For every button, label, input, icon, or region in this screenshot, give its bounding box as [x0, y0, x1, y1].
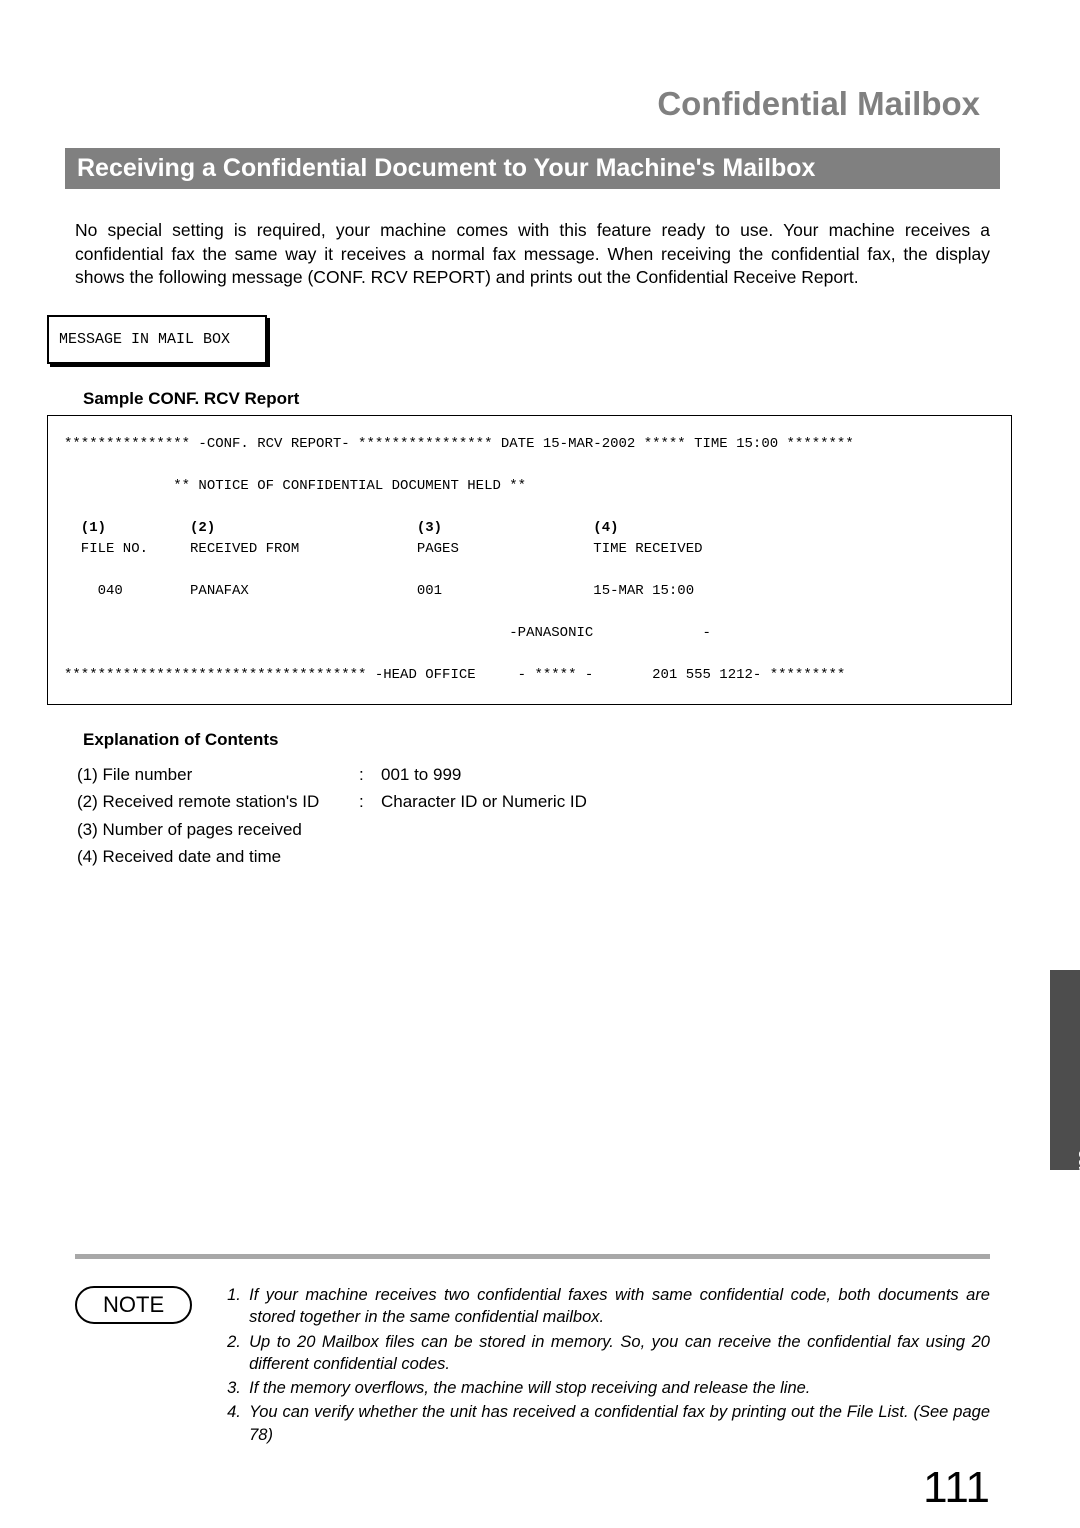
- page-title: Confidential Mailbox: [75, 85, 990, 123]
- note-text: If your machine receives two confidentia…: [249, 1284, 990, 1329]
- report-line-header: *************** -CONF. RCV REPORT- *****…: [64, 436, 854, 452]
- note-text: If the memory overflows, the machine wil…: [249, 1377, 990, 1399]
- explanation-value: Character ID or Numeric ID: [381, 789, 587, 815]
- conf-rcv-report-sample: *************** -CONF. RCV REPORT- *****…: [47, 415, 1012, 705]
- explanation-value: 001 to 999: [381, 762, 587, 788]
- explanation-label: (1) File number: [77, 762, 357, 788]
- section-heading: Receiving a Confidential Document to You…: [65, 148, 1000, 189]
- note-number: 2.: [227, 1331, 249, 1376]
- report-col-headers: FILE NO. RECEIVED FROM PAGES TIME RECEIV…: [64, 541, 703, 557]
- horizontal-rule: [75, 1254, 990, 1259]
- explanation-value: [381, 844, 587, 870]
- message-display-box: MESSAGE IN MAIL BOX: [47, 315, 267, 364]
- report-footer-right: -PANASONIC -: [64, 625, 711, 641]
- report-data-row: 040 PANAFAX 001 15-MAR 15:00: [64, 583, 694, 599]
- table-row: (4) Received date and time: [77, 844, 587, 870]
- explanation-label: (3) Number of pages received: [77, 817, 357, 843]
- colon: [359, 817, 379, 843]
- sample-report-heading: Sample CONF. RCV Report: [83, 389, 990, 409]
- explanation-value: [381, 817, 587, 843]
- table-row: (3) Number of pages received: [77, 817, 587, 843]
- note-number: 1.: [227, 1284, 249, 1329]
- list-item: 4.You can verify whether the unit has re…: [227, 1401, 990, 1446]
- side-tab-background: [1050, 970, 1080, 1170]
- note-number: 4.: [227, 1401, 249, 1446]
- note-text: You can verify whether the unit has rece…: [249, 1401, 990, 1446]
- report-line-footer: ************************************ -HE…: [64, 667, 845, 683]
- side-tab-label: Network Features: [1074, 1150, 1080, 1276]
- colon: :: [359, 789, 379, 815]
- note-number: 3.: [227, 1377, 249, 1399]
- list-item: 2.Up to 20 Mailbox files can be stored i…: [227, 1331, 990, 1376]
- colon: :: [359, 762, 379, 788]
- explanation-label: (4) Received date and time: [77, 844, 357, 870]
- footer-notes-area: NOTE 1.If your machine receives two conf…: [75, 1254, 990, 1448]
- explanation-heading: Explanation of Contents: [83, 730, 990, 750]
- table-row: (1) File number : 001 to 999: [77, 762, 587, 788]
- note-text: Up to 20 Mailbox files can be stored in …: [249, 1331, 990, 1376]
- note-badge: NOTE: [75, 1286, 192, 1324]
- report-line-notice: ** NOTICE OF CONFIDENTIAL DOCUMENT HELD …: [64, 478, 526, 494]
- report-col-indices: (1) (2) (3) (4): [64, 520, 619, 536]
- page-number: 111: [923, 1463, 990, 1513]
- explanation-table: (1) File number : 001 to 999 (2) Receive…: [75, 760, 589, 872]
- colon: [359, 844, 379, 870]
- explanation-label: (2) Received remote station's ID: [77, 789, 357, 815]
- note-list: 1.If your machine receives two confident…: [227, 1284, 990, 1448]
- list-item: 1.If your machine receives two confident…: [227, 1284, 990, 1329]
- table-row: (2) Received remote station's ID : Chara…: [77, 789, 587, 815]
- intro-paragraph: No special setting is required, your mac…: [75, 219, 990, 290]
- list-item: 3.If the memory overflows, the machine w…: [227, 1377, 990, 1399]
